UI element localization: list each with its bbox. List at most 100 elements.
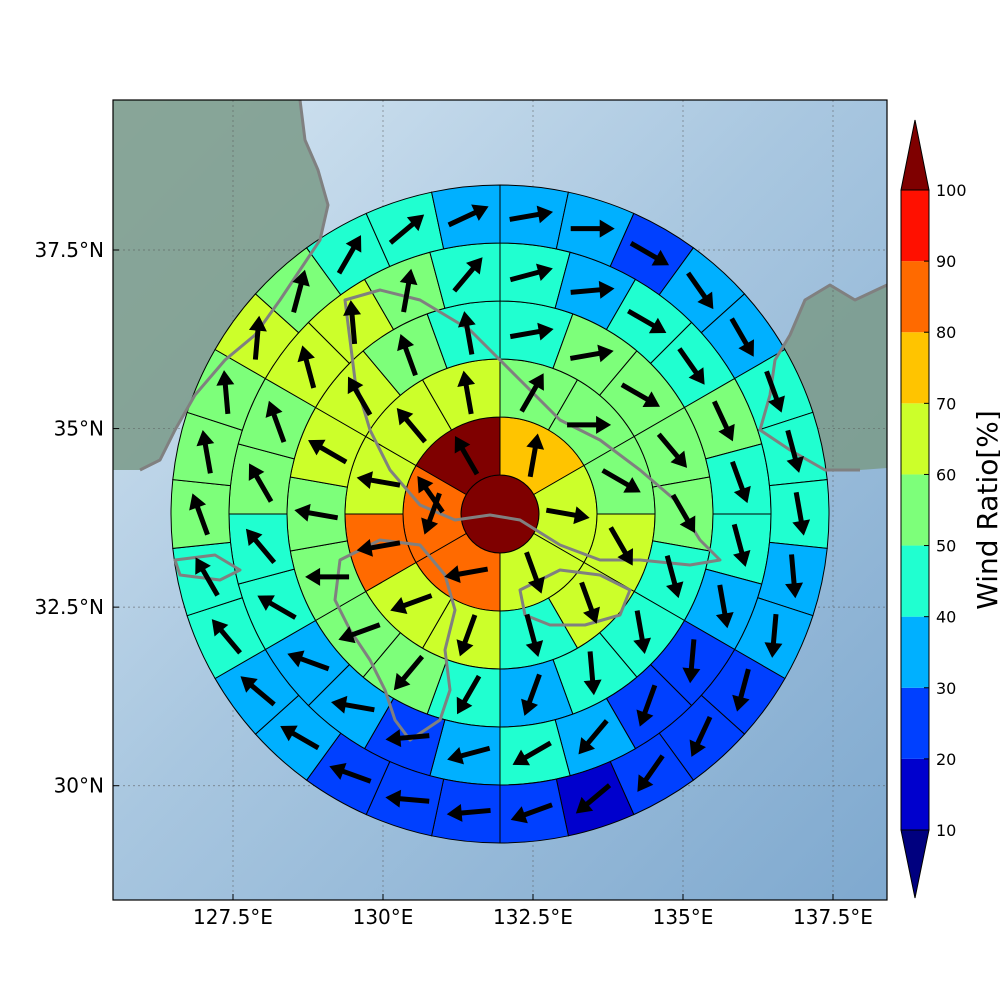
wind-arrow bbox=[792, 491, 811, 536]
wind-arrows bbox=[189, 204, 811, 824]
colorbar-frame bbox=[900, 189, 930, 831]
x-tick-label: 132.5°E bbox=[493, 905, 573, 929]
wind-arrow bbox=[305, 567, 350, 586]
wind-arrow bbox=[526, 433, 545, 478]
wind-arrow bbox=[297, 345, 317, 389]
map-panel bbox=[113, 100, 887, 900]
wind-arrow bbox=[446, 804, 491, 822]
wind-arrow bbox=[620, 382, 661, 408]
y-tick-label: 32.5°N bbox=[35, 595, 105, 619]
wind-arrow bbox=[570, 280, 615, 299]
wind-arrow bbox=[524, 613, 544, 657]
wind-arrow bbox=[579, 581, 600, 624]
wind-arrow bbox=[583, 651, 602, 696]
x-axis-ticks: 127.5°E 130°E 132.5°E 135°E 137.5°E bbox=[193, 894, 873, 929]
wind-arrow bbox=[385, 789, 430, 808]
wind-arrow bbox=[356, 538, 401, 557]
coastline bbox=[333, 538, 457, 742]
colorbar-tick-label: 40 bbox=[936, 608, 956, 627]
colorbar-title: Wind Ratio[%] bbox=[971, 410, 1000, 610]
wind-arrow bbox=[510, 802, 553, 824]
wind-arrow bbox=[397, 333, 418, 377]
wind-arrow bbox=[601, 468, 641, 493]
wind-arrow bbox=[347, 376, 373, 417]
wind-arrow bbox=[308, 439, 348, 465]
wind-arrow bbox=[331, 695, 375, 714]
colorbar-under-arrow bbox=[900, 829, 930, 899]
colorbar-tick-label: 20 bbox=[936, 750, 956, 769]
wind-arrow bbox=[731, 523, 751, 567]
wind-arrow bbox=[291, 269, 310, 313]
wind-arrow bbox=[732, 668, 751, 712]
wind-arrow bbox=[454, 436, 480, 476]
wind-arrow bbox=[575, 783, 612, 814]
wind-arrow bbox=[570, 219, 615, 238]
wind-arrow bbox=[785, 554, 804, 599]
x-tick-label: 135°E bbox=[653, 905, 714, 929]
wind-arrow bbox=[189, 493, 210, 536]
wind-arrow bbox=[447, 204, 489, 228]
wind-arrow bbox=[240, 676, 276, 707]
wind-arrow bbox=[396, 408, 427, 444]
colorbar-segment bbox=[901, 190, 929, 262]
colorbar-tick-label: 50 bbox=[936, 537, 956, 556]
colorbar-segment bbox=[901, 545, 929, 617]
coastline bbox=[758, 283, 887, 472]
wind-arrow bbox=[686, 271, 714, 310]
colorbar-tick-label: 70 bbox=[936, 394, 956, 413]
wind-arrow bbox=[545, 506, 590, 525]
wind-arrow bbox=[569, 344, 614, 363]
wind-arrow bbox=[444, 565, 489, 583]
wind-arrow bbox=[509, 322, 554, 341]
wind-arrow bbox=[245, 528, 277, 565]
wind-arrow bbox=[521, 673, 542, 716]
coastline bbox=[139, 100, 330, 472]
wind-arrow bbox=[390, 593, 433, 614]
wind-arrow bbox=[656, 432, 688, 468]
wind-arrow bbox=[388, 214, 425, 245]
wind-arrow bbox=[265, 400, 287, 443]
wind-arrow bbox=[785, 429, 804, 473]
wind-arrow bbox=[715, 584, 734, 629]
x-tick-label: 127.5°E bbox=[193, 905, 273, 929]
wind-arrow bbox=[629, 241, 670, 266]
wind-arrow bbox=[677, 347, 705, 385]
x-tick-label: 137.5°E bbox=[793, 905, 873, 929]
coastline bbox=[518, 568, 632, 627]
wind-arrow bbox=[730, 460, 751, 504]
colorbar-tick-label: 80 bbox=[936, 323, 956, 342]
wind-arrow bbox=[399, 268, 418, 313]
wind-arrow bbox=[195, 557, 220, 597]
colorbar-segment bbox=[901, 332, 929, 404]
wind-arrow bbox=[457, 370, 476, 415]
coastline-layer bbox=[139, 100, 887, 742]
wind-arrow bbox=[764, 613, 783, 658]
wind-arrow bbox=[294, 503, 339, 522]
wind-arrow bbox=[257, 595, 297, 620]
colorbar-tick-label: 100 bbox=[936, 181, 967, 200]
wind-arrow bbox=[287, 650, 330, 672]
wind-arrow bbox=[608, 526, 634, 566]
wind-arrow bbox=[519, 373, 544, 413]
wind-arrow bbox=[329, 762, 372, 784]
wind-arrow bbox=[336, 235, 362, 275]
colorbar-segment bbox=[901, 687, 929, 759]
x-tick-label: 130°E bbox=[353, 905, 414, 929]
wind-arrow bbox=[280, 725, 320, 751]
colorbar-segment bbox=[901, 261, 929, 333]
wind-arrow bbox=[567, 415, 612, 434]
wind-arrow bbox=[512, 740, 552, 766]
wind-arrow bbox=[689, 715, 713, 757]
wind-arrow bbox=[196, 429, 215, 474]
wind-arrow bbox=[393, 654, 425, 691]
colorbar-over-arrow bbox=[900, 119, 930, 191]
colorbar-segment bbox=[901, 616, 929, 688]
wind-arrow bbox=[248, 315, 267, 360]
wind-arrow bbox=[452, 257, 483, 293]
y-tick-label: 35°N bbox=[54, 417, 104, 441]
korea-landmass bbox=[113, 100, 328, 470]
colorbar-segment bbox=[901, 758, 929, 830]
y-axis-ticks: 30°N 32.5°N 35°N 37.5°N bbox=[35, 238, 119, 798]
wind-arrow bbox=[509, 205, 554, 224]
